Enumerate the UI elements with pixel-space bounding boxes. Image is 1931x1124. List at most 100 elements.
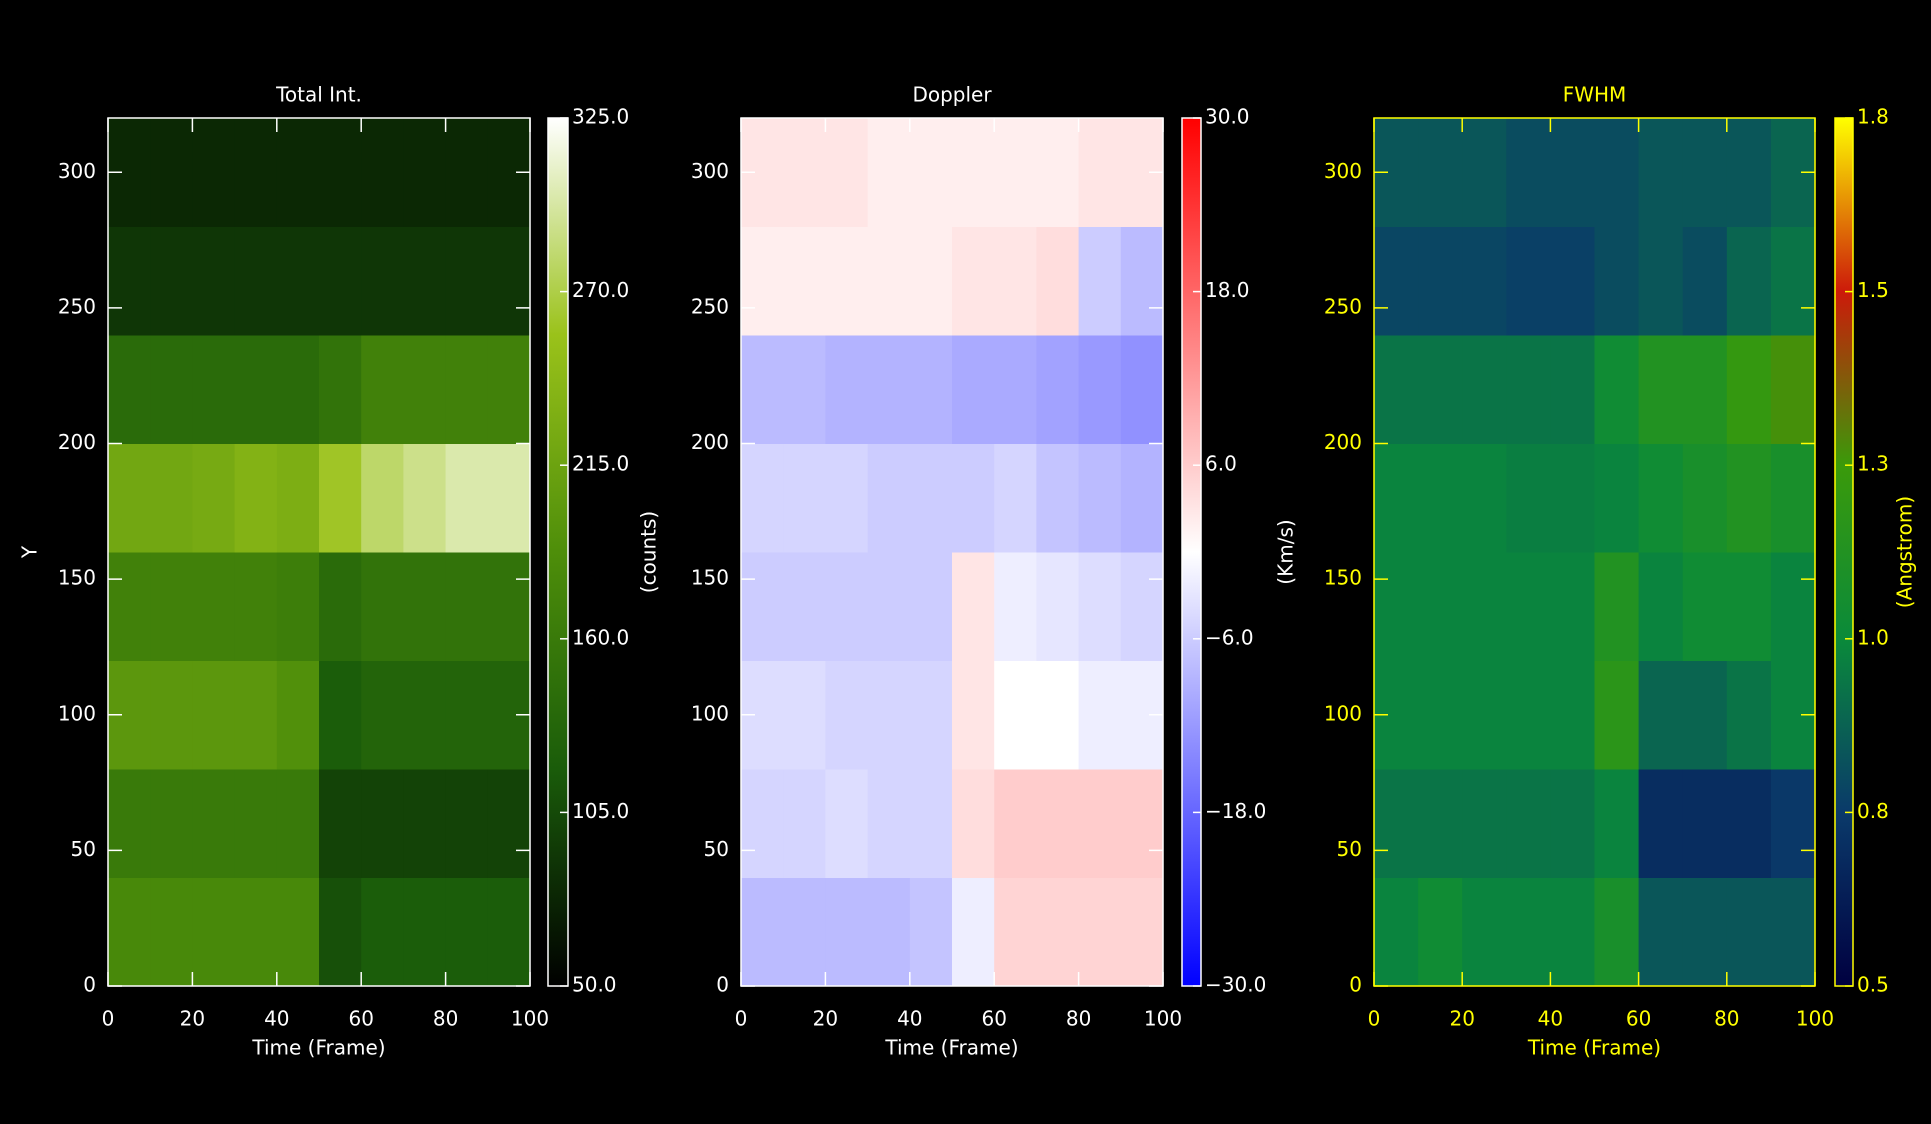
heatmap-cell (994, 769, 1037, 878)
y-tick-label: 300 (58, 159, 96, 183)
y-tick-label: 0 (716, 973, 729, 997)
heatmap-cell (909, 552, 953, 661)
heatmap-cell (1550, 226, 1595, 336)
heatmap-cell (1550, 660, 1595, 770)
y-tick-label: 200 (1324, 430, 1362, 454)
heatmap-cell (783, 877, 826, 987)
heatmap-cell (445, 877, 489, 987)
heatmap-cell (403, 443, 447, 553)
colorbar-tick-label: 325.0 (572, 105, 629, 129)
colorbar-label: (Km/s) (1274, 519, 1298, 584)
y-tick-label: 250 (691, 294, 729, 318)
heatmap-cell (1374, 769, 1419, 878)
heatmap-cell (445, 552, 489, 661)
heatmap-cell (192, 877, 236, 987)
heatmap-cell (1726, 335, 1772, 444)
heatmap-cell (1374, 226, 1419, 336)
colorbar-label: (Angstrom) (1893, 496, 1917, 608)
heatmap-cell (276, 552, 320, 661)
colorbar (1181, 117, 1202, 987)
heatmap-cell (192, 660, 236, 770)
heatmap-cell (319, 877, 362, 987)
heatmap-cell (234, 226, 278, 336)
heatmap-cell (867, 877, 911, 987)
heatmap-cell (994, 552, 1037, 661)
heatmap-cell (361, 443, 404, 553)
colorbar-tick-label: −18.0 (1205, 799, 1266, 823)
panel-title: Total Int. (275, 83, 362, 107)
heatmap-cell (1682, 877, 1728, 987)
heatmap-cell (487, 443, 531, 553)
heatmap-cell (403, 226, 447, 336)
heatmap-cell (1462, 769, 1507, 878)
heatmap-cell (1462, 660, 1507, 770)
heatmap-cell (1078, 443, 1122, 553)
heatmap-cell (1506, 552, 1551, 661)
heatmap-cell (192, 443, 236, 553)
heatmap-cell (1550, 552, 1595, 661)
heatmap-cell (150, 769, 193, 878)
heatmap-cell (1550, 443, 1595, 553)
heatmap-cell (487, 769, 531, 878)
heatmap-cell (994, 660, 1037, 770)
heatmap-cell (108, 552, 151, 661)
y-axis-label: Y (18, 545, 42, 559)
heatmap-cell (1770, 335, 1816, 444)
heatmap-cell (361, 660, 404, 770)
heatmap-cell (1078, 877, 1122, 987)
heatmap-cell (319, 769, 362, 878)
heatmap-cell (994, 118, 1037, 227)
x-tick-label: 80 (433, 1007, 458, 1031)
heatmap-cell (1726, 552, 1772, 661)
heatmap-cell (1726, 118, 1772, 227)
heatmap-cell (1682, 226, 1728, 336)
heatmap-cell (1506, 118, 1551, 227)
x-tick-label: 40 (264, 1007, 289, 1031)
heatmap-cell (783, 660, 826, 770)
heatmap-cell (150, 660, 193, 770)
heatmap-cell (867, 443, 911, 553)
heatmap-cell (1120, 877, 1164, 987)
heatmap-cell (403, 660, 447, 770)
heatmap-cell (741, 877, 784, 987)
y-tick-label: 50 (1337, 837, 1362, 861)
heatmap-cell (741, 226, 784, 336)
heatmap-cell (1638, 226, 1684, 336)
heatmap-cell (867, 118, 911, 227)
heatmap-cell (445, 769, 489, 878)
heatmap-cell (994, 877, 1037, 987)
heatmap-cell (1638, 443, 1684, 553)
heatmap-cell (909, 335, 953, 444)
heatmap-cell (1078, 660, 1122, 770)
heatmap-cell (276, 877, 320, 987)
heatmap-cell (150, 335, 193, 444)
colorbar-tick-label: 50.0 (572, 973, 617, 997)
heatmap-cell (1374, 877, 1419, 987)
heatmap-cell (403, 769, 447, 878)
heatmap-cell (909, 443, 953, 553)
heatmap-cell (361, 226, 404, 336)
heatmap-cell (403, 877, 447, 987)
colorbar-tick-label: 30.0 (1205, 105, 1250, 129)
heatmap-cell (1462, 443, 1507, 553)
heatmap-cell (1550, 118, 1595, 227)
heatmap-cell (108, 443, 151, 553)
y-tick-label: 300 (1324, 159, 1362, 183)
heatmap-cell (825, 552, 869, 661)
heatmap-cell (445, 335, 489, 444)
heatmap-cell (1036, 552, 1080, 661)
heatmap-cell (952, 226, 995, 336)
colorbar-tick-label: 18.0 (1205, 278, 1250, 302)
y-tick-label: 150 (1324, 566, 1362, 590)
heatmap-cell (1594, 118, 1640, 227)
heatmap-cell (952, 660, 995, 770)
plot-frame (740, 117, 1164, 987)
heatmap-cell (234, 335, 278, 444)
heatmap-cell (487, 226, 531, 336)
heatmap-cell (1550, 769, 1595, 878)
colorbar-tick-label: 0.5 (1857, 973, 1889, 997)
heatmap-cell (234, 660, 278, 770)
heatmap-cell (319, 118, 362, 227)
heatmap-cell (192, 552, 236, 661)
heatmap-cell (994, 443, 1037, 553)
